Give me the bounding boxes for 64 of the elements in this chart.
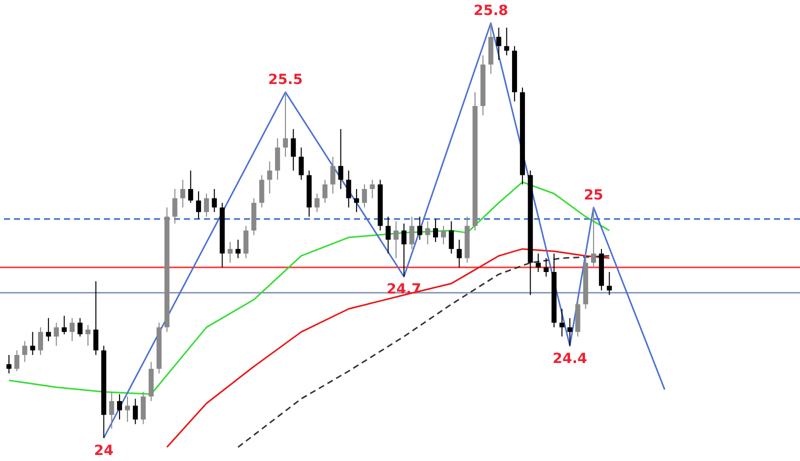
candlestick [204, 193, 209, 218]
candlestick [14, 350, 20, 372]
candlestick [338, 128, 344, 190]
data-label: 24.7 [386, 282, 422, 298]
candlestick [124, 396, 130, 422]
candlestick [606, 271, 612, 296]
candlestick [559, 308, 564, 338]
candlestick [354, 188, 360, 213]
candlestick [322, 179, 328, 204]
candlestick [394, 220, 399, 259]
candlestick [117, 394, 122, 420]
data-label: 25.8 [474, 3, 508, 20]
candlestick [567, 318, 572, 346]
candlestick [62, 315, 67, 335]
candlestick [298, 147, 304, 180]
candlestick [46, 318, 51, 342]
candlestick [180, 179, 186, 208]
data-label: 24.4 [552, 350, 588, 367]
candlestick [22, 340, 28, 362]
candlestick [290, 128, 296, 172]
candlestick [544, 258, 549, 278]
candlestick [591, 206, 596, 268]
candlestick [456, 239, 462, 268]
candlestick [362, 184, 367, 208]
candlestick [417, 216, 422, 240]
candlestick [401, 223, 406, 278]
candlestick [132, 398, 138, 425]
candlestick [409, 216, 414, 250]
candlestick [275, 138, 280, 180]
candlestick [504, 27, 510, 56]
candlestick [212, 188, 217, 213]
candlestick [259, 174, 264, 208]
candlestick [38, 326, 44, 356]
candlestick [282, 92, 288, 158]
candlestick [188, 170, 194, 204]
candlestick [314, 193, 320, 213]
candlestick [433, 218, 438, 243]
candlestick [70, 318, 75, 342]
candlestick [85, 324, 90, 346]
candlestick [425, 220, 430, 245]
candlestick [267, 160, 272, 194]
candlestick [93, 280, 98, 356]
candlestick [228, 242, 233, 264]
data-label: 25.5 [268, 72, 303, 88]
candlestick [536, 253, 541, 272]
candlestick [109, 391, 114, 430]
candlestick [346, 170, 352, 208]
candlestick [6, 354, 12, 374]
candlestick [172, 188, 178, 224]
candlestick [243, 225, 248, 259]
candlestick [386, 216, 391, 254]
candlestick [370, 179, 375, 199]
data-label: 25 [584, 187, 604, 204]
data-label: 24 [94, 442, 114, 459]
candlestick [196, 190, 202, 220]
candlestick [140, 391, 146, 425]
candlestick [236, 239, 241, 259]
candlestick [440, 225, 446, 245]
candlestick [54, 322, 59, 346]
candlestick [496, 27, 502, 60]
candlestick [30, 331, 36, 356]
candlestick [78, 318, 83, 338]
candlestick [330, 156, 336, 194]
candlestick [448, 220, 454, 254]
